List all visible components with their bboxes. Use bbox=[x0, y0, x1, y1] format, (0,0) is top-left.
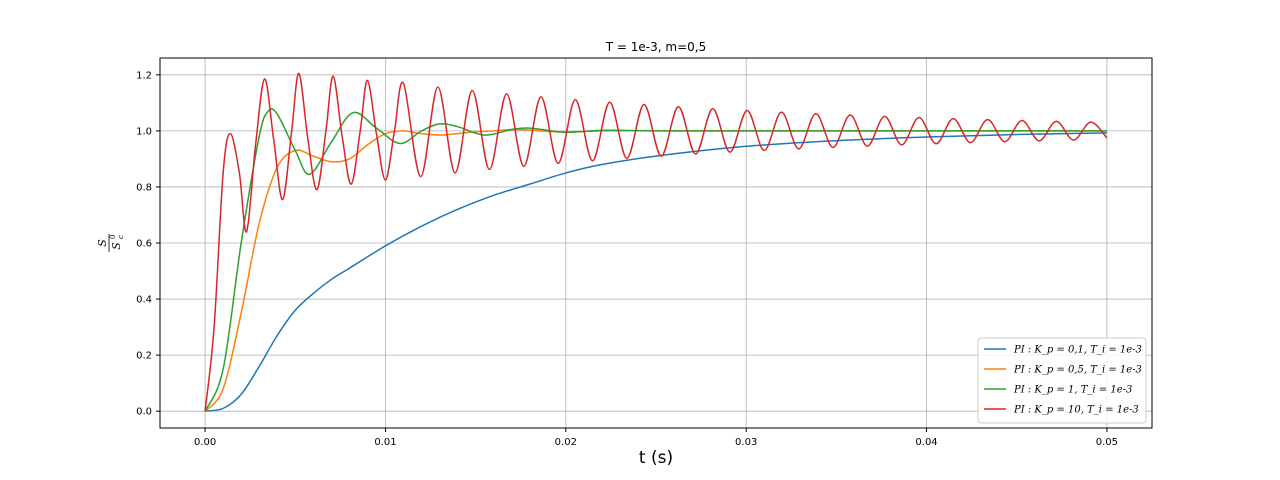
y-tick-label: 1.2 bbox=[136, 70, 152, 81]
x-tick-label: 0.05 bbox=[1096, 437, 1118, 448]
series-line-4 bbox=[204, 72, 1108, 412]
series-line-2 bbox=[204, 128, 1107, 412]
series-line-3 bbox=[204, 108, 1107, 412]
x-tick-label: 0.02 bbox=[555, 437, 577, 448]
series-line-1 bbox=[204, 132, 1107, 412]
y-tick-label: 0.6 bbox=[136, 239, 152, 250]
legend-box bbox=[977, 337, 1147, 424]
chart-title: T = 1e-3, m=0,5 bbox=[605, 40, 706, 54]
y-label-denominator-sup: 0 bbox=[109, 235, 117, 239]
x-tick-label: 0.03 bbox=[735, 437, 757, 448]
y-axis-label: S S 0 c bbox=[96, 234, 125, 252]
legend-label-3: PI : K_p = 1, T_i = 1e-3 bbox=[1013, 385, 1132, 396]
y-label-numerator: S bbox=[96, 239, 109, 247]
y-label-denominator-sub: c bbox=[117, 235, 125, 239]
legend-label-1: PI : K_p = 0,1, T_i = 1e-3 bbox=[1013, 345, 1142, 356]
y-tick-label: 0.2 bbox=[136, 351, 152, 362]
y-tick-label: 1.0 bbox=[136, 126, 152, 137]
y-tick-label: 0.4 bbox=[136, 295, 152, 306]
x-axis-label: t (s) bbox=[639, 448, 673, 468]
legend-label-4: PI : K_p = 10, T_i = 1e-3 bbox=[1013, 405, 1139, 416]
y-label-denominator: S bbox=[110, 242, 123, 250]
legend-label-2: PI : K_p = 0,5, T_i = 1e-3 bbox=[1013, 365, 1142, 376]
tick-layer: 0.00 0.01 0.02 0.03 0.04 0.05 0.0 0.2 0.4 0.6 0.8 1… bbox=[136, 70, 1118, 448]
x-tick-label: 0.01 bbox=[374, 437, 396, 448]
x-tick-label: 0.00 bbox=[194, 437, 216, 448]
series-layer bbox=[204, 72, 1108, 412]
x-tick-label: 0.04 bbox=[915, 437, 937, 448]
y-tick-label: 0.8 bbox=[136, 182, 152, 193]
legend: PI : K_p = 0,1, T_i = 1e-3 PI : K_p = 0,5… bbox=[977, 337, 1147, 424]
y-tick-label: 0.0 bbox=[136, 407, 152, 418]
